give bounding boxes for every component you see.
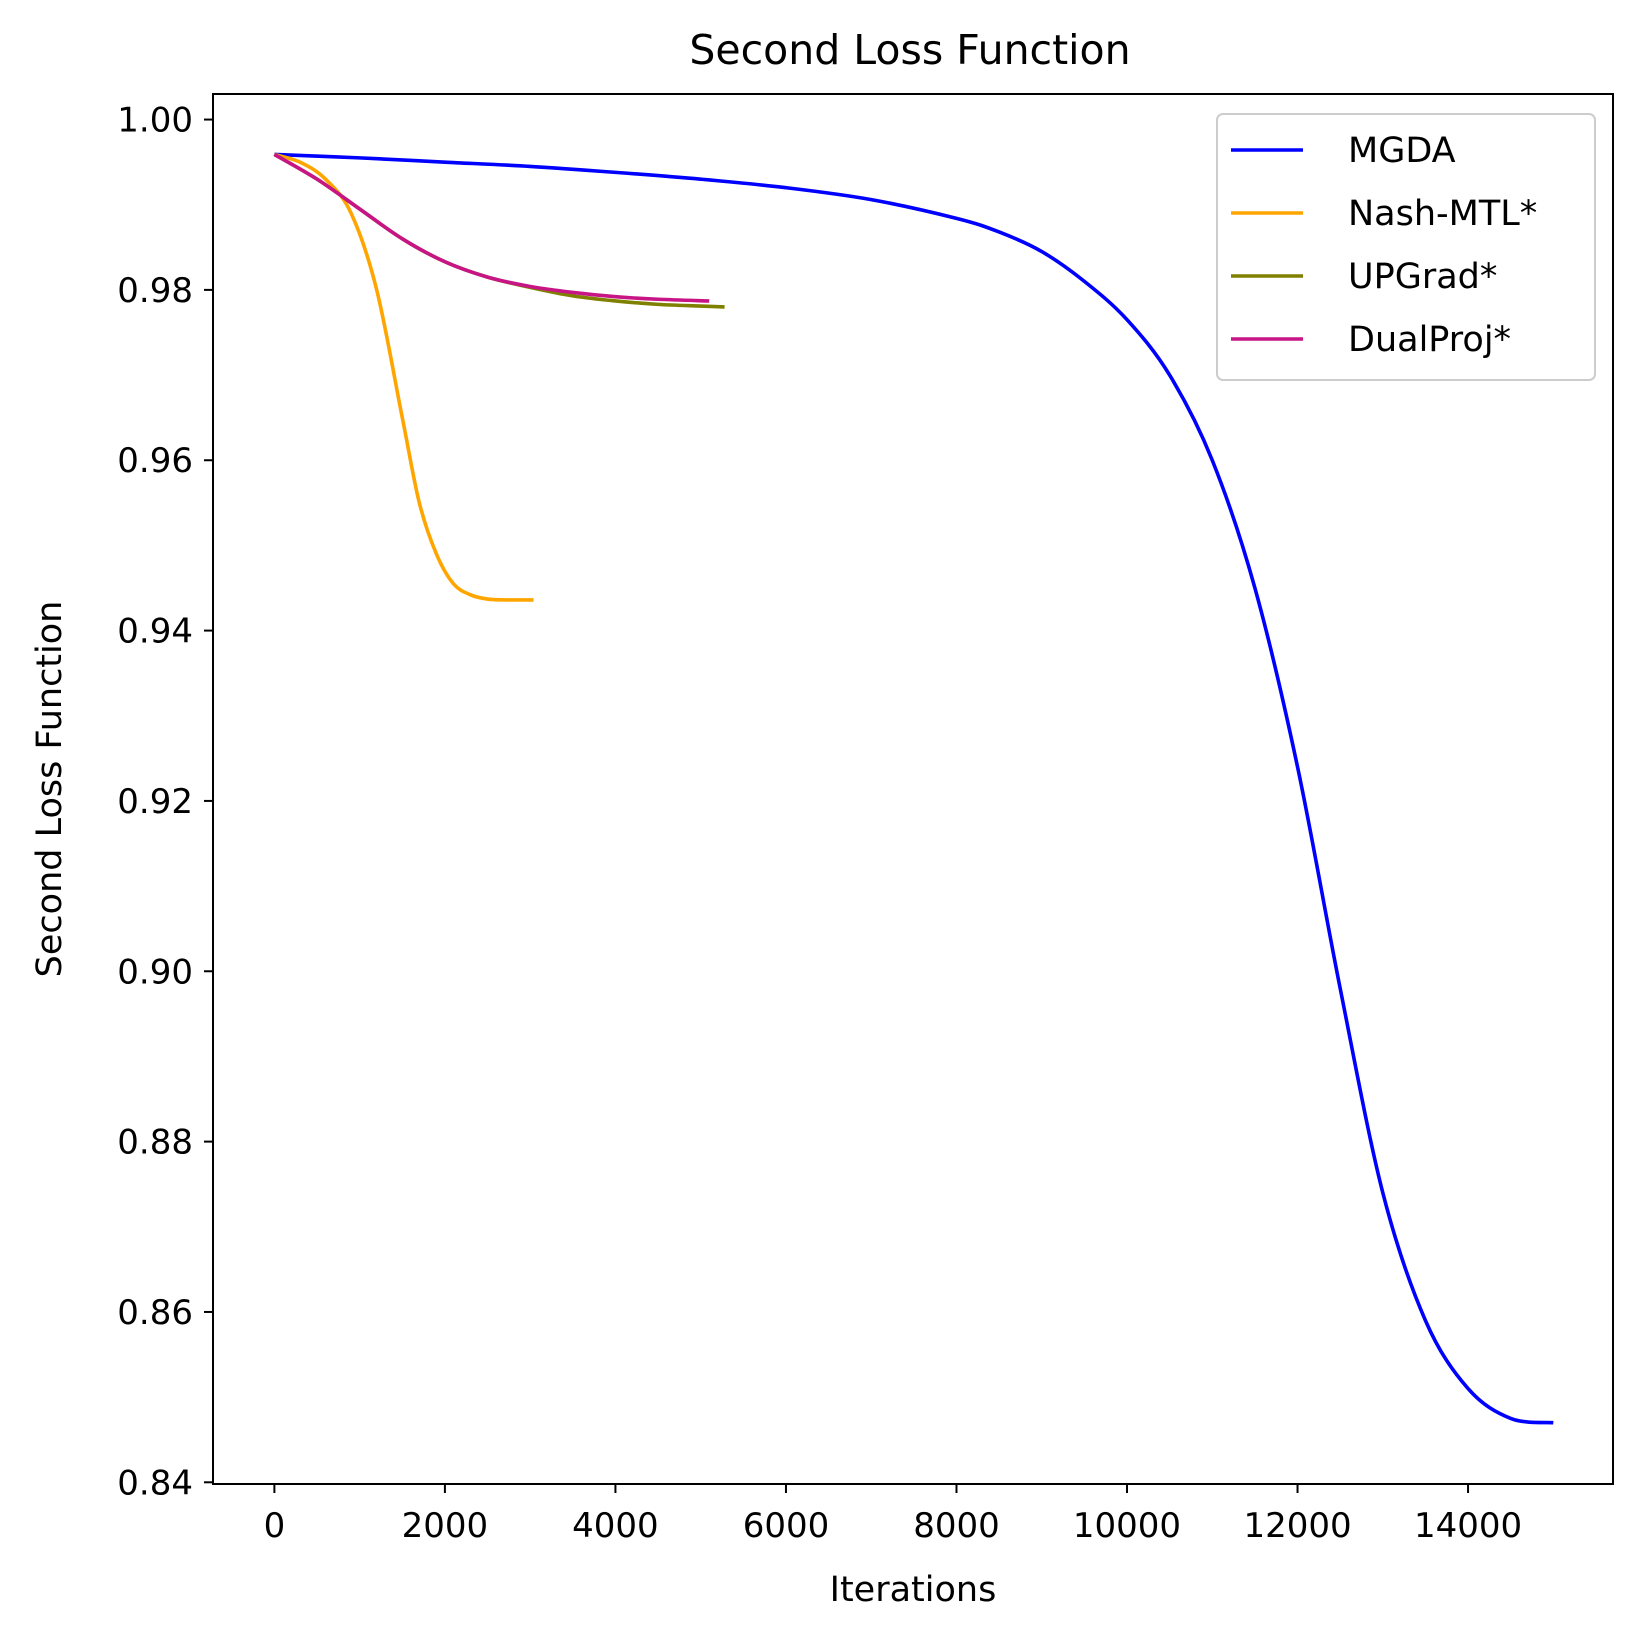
legend-label-dualproj: DualProj* [1348, 320, 1511, 360]
x-tick-label: 6000 [743, 1506, 830, 1546]
x-tick-label: 10000 [1073, 1506, 1181, 1546]
y-tick-label: 0.96 [117, 441, 193, 481]
legend-label-mgda: MGDA [1348, 131, 1456, 171]
legend-label-nash-mtl: Nash-MTL* [1348, 194, 1537, 234]
x-tick-label: 0 [264, 1506, 286, 1546]
x-tick-label: 8000 [913, 1506, 1000, 1546]
y-tick-label: 0.98 [117, 271, 193, 311]
x-tick-label: 12000 [1243, 1506, 1351, 1546]
x-tick-label: 2000 [402, 1506, 489, 1546]
x-tick-label: 4000 [572, 1506, 659, 1546]
y-tick-label: 0.92 [117, 782, 193, 822]
y-tick-label: 0.84 [117, 1463, 193, 1503]
y-tick-label: 0.94 [117, 612, 193, 652]
legend-label-upgrad: UPGrad* [1348, 257, 1497, 297]
y-tick-label: 0.86 [117, 1293, 193, 1333]
chart-title: Second Loss Function [689, 26, 1130, 74]
x-tick-label: 14000 [1414, 1506, 1522, 1546]
y-tick-label: 1.00 [117, 101, 193, 141]
y-tick-label: 0.90 [117, 952, 193, 992]
x-axis-title: Iterations [830, 1570, 997, 1610]
legend: MGDA Nash-MTL* UPGrad* DualProj* [1217, 114, 1595, 380]
y-axis-title: Second Loss Function [30, 601, 70, 978]
y-tick-label: 0.88 [117, 1123, 193, 1163]
